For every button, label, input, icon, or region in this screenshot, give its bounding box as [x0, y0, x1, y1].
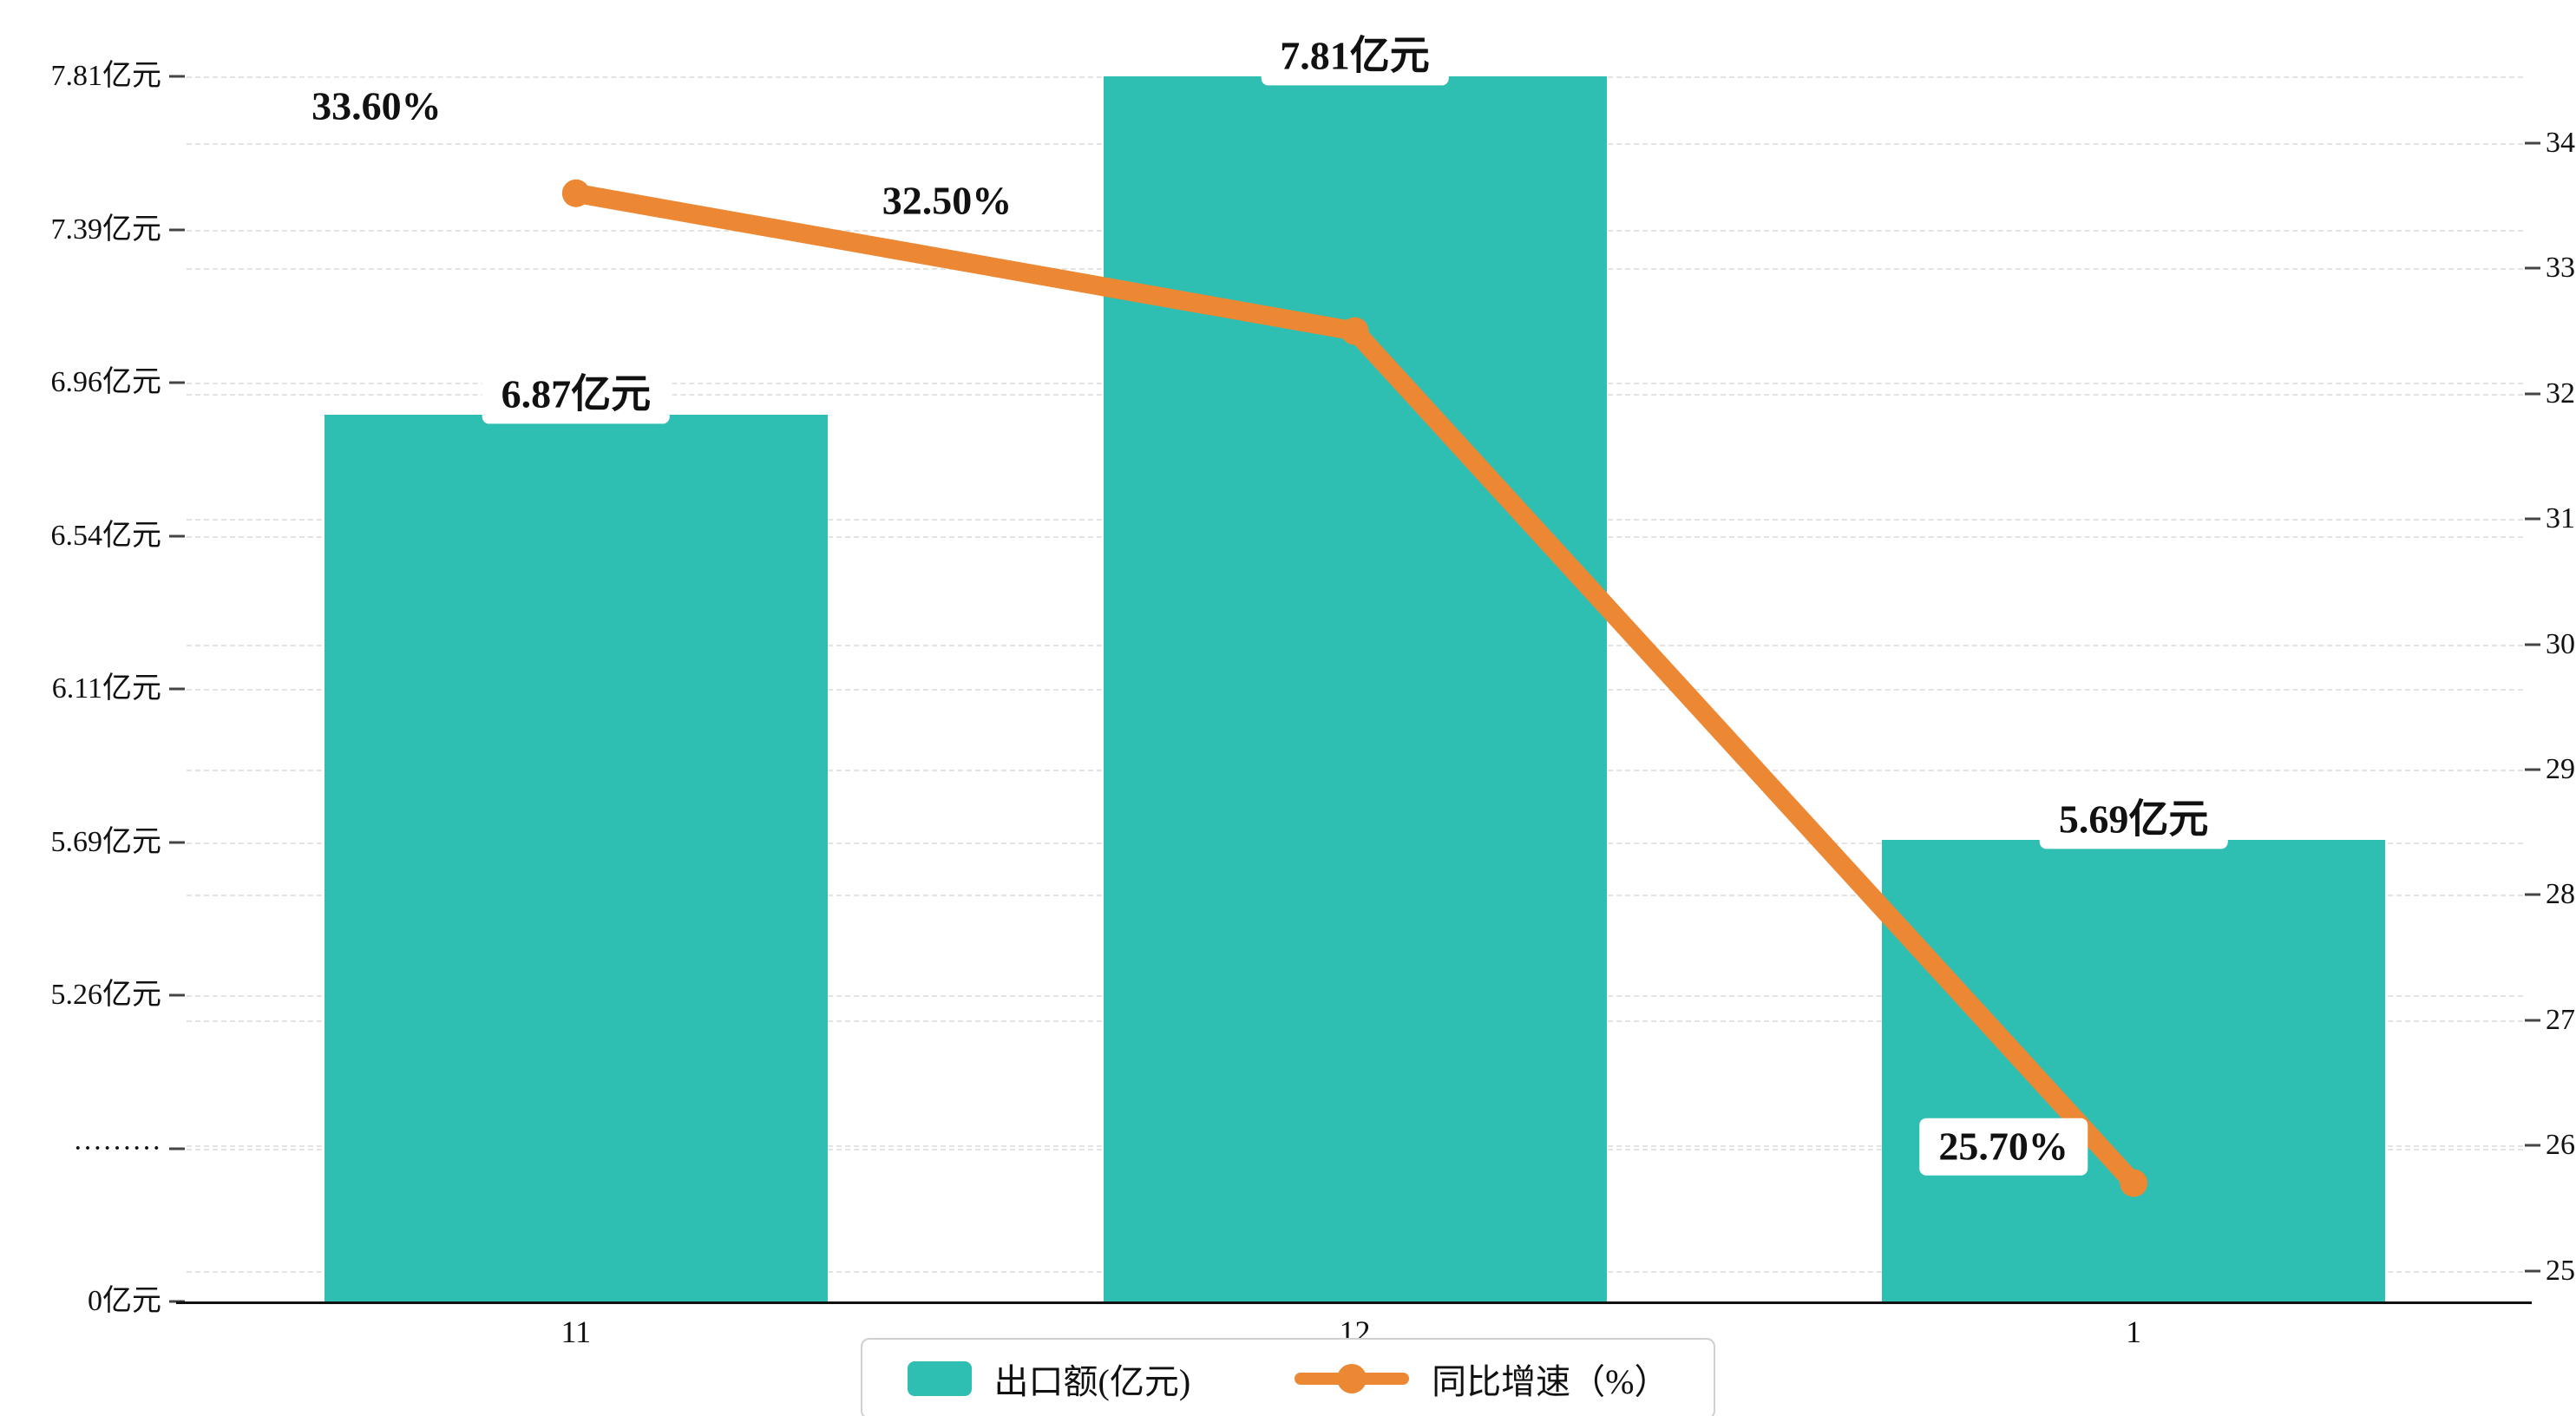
line-dot-marker-icon — [1337, 1364, 1367, 1393]
right-axis-label: 30 — [2546, 627, 2575, 660]
line-value-label: 25.70% — [1919, 1118, 2088, 1176]
right-axis-tick — [2525, 266, 2540, 270]
line-value-label: 33.60% — [292, 77, 461, 136]
export-bar — [324, 415, 828, 1301]
left-axis-tick — [169, 993, 185, 997]
left-axis-label: 7.39亿元 — [50, 213, 162, 246]
left-axis-label: 6.96亿元 — [50, 366, 162, 398]
right-axis-label: 26 — [2546, 1129, 2575, 1162]
left-axis-label: 6.54亿元 — [50, 519, 162, 552]
left-axis-label: 5.69亿元 — [50, 825, 162, 858]
bar-value-label: 5.69亿元 — [2039, 790, 2228, 849]
right-axis-tick — [2525, 1269, 2540, 1273]
right-axis-label: 33 — [2546, 252, 2575, 285]
x-axis-line — [176, 1301, 2532, 1304]
legend: 出口额(亿元) 同比增速（%） — [860, 1338, 1716, 1416]
left-axis-label: ········· — [73, 1131, 161, 1164]
left-axis-label: 0亿元 — [88, 1285, 161, 1317]
right-axis-tick — [2525, 893, 2540, 896]
left-axis-tick — [169, 534, 185, 537]
right-axis-label: 34 — [2546, 127, 2575, 159]
right-axis-label: 31 — [2546, 502, 2575, 535]
line-dot-icon — [1295, 1364, 1410, 1393]
legend-label-growth: 同比增速（%） — [1432, 1362, 1669, 1401]
left-axis-tick — [169, 1147, 185, 1150]
right-axis-tick — [2525, 141, 2540, 145]
left-axis-tick — [169, 841, 185, 843]
right-axis-tick — [2525, 1019, 2540, 1022]
legend-label-export: 出口额(亿元) — [993, 1362, 1191, 1401]
left-axis-tick — [169, 687, 185, 691]
legend-item-export[interactable]: 出口额(亿元) — [907, 1354, 1191, 1404]
left-axis-label: 5.26亿元 — [50, 979, 162, 1011]
left-axis-tick — [169, 228, 185, 231]
left-axis-label: 6.11亿元 — [51, 672, 161, 705]
right-axis-label: 27 — [2546, 1003, 2575, 1036]
right-axis-tick — [2525, 643, 2540, 646]
legend-item-growth[interactable]: 同比增速（%） — [1295, 1354, 1668, 1404]
right-axis-label: 28 — [2546, 878, 2575, 911]
export-bar — [1103, 76, 1607, 1301]
right-axis-tick — [2525, 517, 2540, 521]
right-axis-label: 25 — [2546, 1254, 2575, 1287]
right-axis-tick — [2525, 392, 2540, 396]
left-axis-tick — [169, 381, 185, 384]
line-point-marker — [561, 179, 590, 207]
right-axis-tick — [2525, 1144, 2540, 1147]
left-axis-label: 7.81亿元 — [50, 60, 162, 92]
left-axis-tick — [169, 75, 185, 78]
right-axis-label: 32 — [2546, 377, 2575, 410]
right-axis-label: 29 — [2546, 753, 2575, 785]
x-axis-label: 1 — [2126, 1314, 2142, 1349]
export-bar — [1882, 840, 2386, 1301]
line-value-label: 32.50% — [862, 172, 1032, 230]
bar-value-label: 6.87亿元 — [482, 365, 671, 424]
bar-swatch-icon — [907, 1361, 972, 1396]
x-axis-label: 11 — [560, 1314, 592, 1349]
bar-value-label: 7.81亿元 — [1261, 27, 1449, 85]
right-axis-tick — [2525, 768, 2540, 771]
